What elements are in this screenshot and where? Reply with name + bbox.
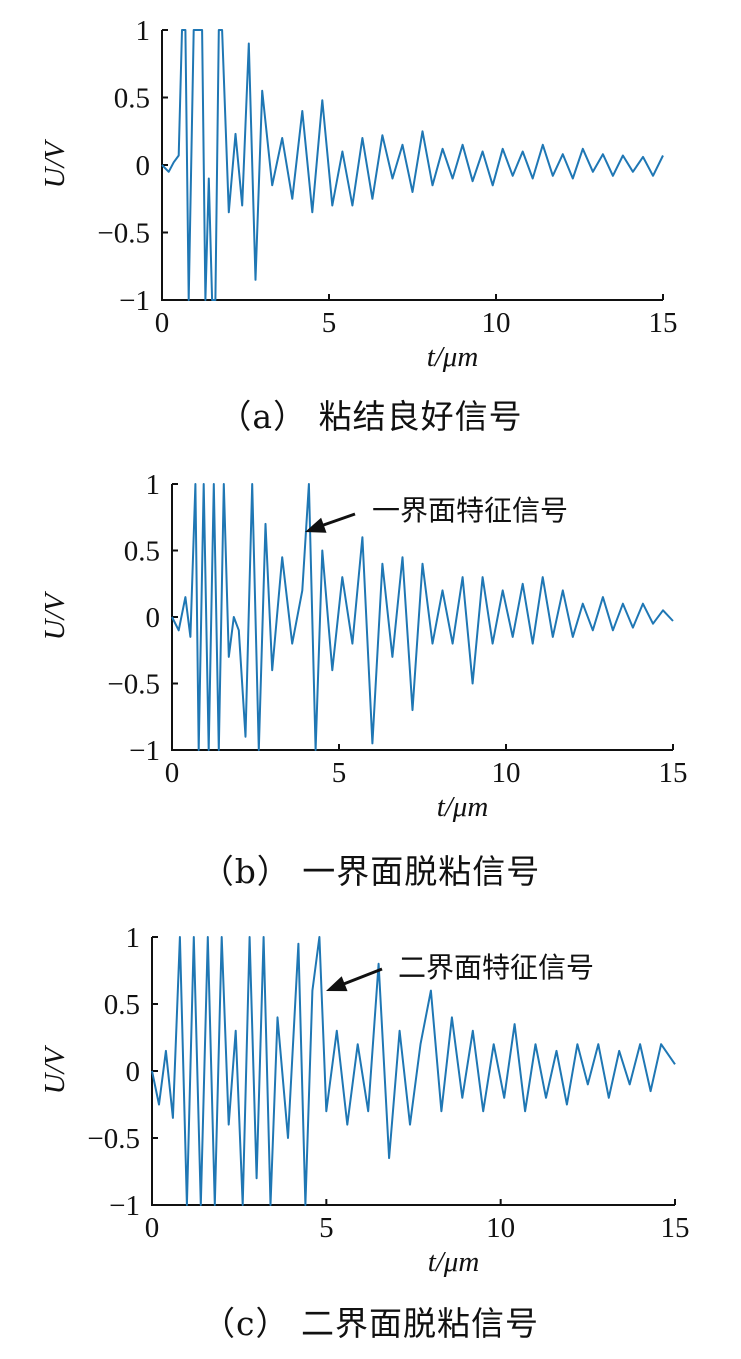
y-axis-label: U/V bbox=[39, 590, 71, 640]
x-tick-label: 5 bbox=[332, 757, 347, 789]
chart-panel-c: 1 0.5 0 −0.5 −1 0 5 10 15 t/μm U/V 二界面特征信号 （c） 二界面脱… bbox=[0, 905, 741, 1355]
y-tick-label: −0.5 bbox=[97, 218, 150, 250]
y-tick-label: −1 bbox=[109, 1190, 140, 1222]
signal-series-line bbox=[161, 29, 664, 301]
caption-a: （a） 粘结良好信号 bbox=[218, 397, 523, 436]
x-tick-label: 0 bbox=[155, 307, 170, 339]
y-tick-label: 0 bbox=[146, 602, 161, 634]
chart-a: 10.50−0.5−10 5 10 15t/μmU/V bbox=[39, 15, 678, 373]
x-tick-label: 5 bbox=[322, 307, 337, 339]
chart-panel-b: 1 0.5 0 −0.5 −1 0 5 10 15 t/μm U/V 一界面特征信号 （b） 一界面脱… bbox=[0, 460, 741, 891]
x-tick-label: 0 bbox=[165, 757, 180, 789]
signal-series-line bbox=[171, 483, 674, 751]
x-tick-label: 0 bbox=[145, 1212, 160, 1244]
x-tick-label: 15 bbox=[649, 307, 678, 339]
y-tick-label: 1 bbox=[136, 15, 151, 47]
y-tick-label: 1 bbox=[126, 922, 141, 954]
y-tick-label: 0.5 bbox=[104, 989, 140, 1021]
x-tick-label: 15 bbox=[659, 757, 688, 789]
y-tick-label: −0.5 bbox=[107, 669, 160, 701]
x-tick-label: 15 bbox=[661, 1212, 690, 1244]
y-tick-label: 0 bbox=[136, 150, 151, 182]
caption-c: （c） 二界面脱粘信号 bbox=[202, 1304, 539, 1343]
signal-series-line bbox=[151, 936, 676, 1206]
annotation-label: 二界面特征信号 bbox=[398, 951, 594, 984]
axes bbox=[161, 30, 663, 301]
x-axis-label: t/μm bbox=[437, 791, 489, 823]
y-tick-label: −0.5 bbox=[87, 1123, 140, 1155]
x-axis-label: t/μm bbox=[427, 341, 479, 373]
y-tick-label: 1 bbox=[146, 469, 161, 501]
x-axis-label: t/μm bbox=[428, 1246, 480, 1278]
y-tick-label: −1 bbox=[129, 735, 160, 767]
x-tick-label: 10 bbox=[486, 1212, 515, 1244]
chart-panel-a: 1 0.5 0 −0.5 −1 0 5 10 15 t/μm U/V （a） 粘结良好信号 bbox=[0, 0, 741, 450]
x-tick-label: 10 bbox=[482, 307, 511, 339]
y-tick-label: −1 bbox=[119, 285, 150, 317]
x-tick-label: 10 bbox=[492, 757, 521, 789]
caption-b: （b） 一界面脱粘信号 bbox=[200, 852, 541, 891]
y-tick-label: 0 bbox=[126, 1056, 141, 1088]
annotation-arrow-head bbox=[326, 976, 348, 992]
y-axis-label: U/V bbox=[39, 138, 71, 188]
annotation-arrow-head bbox=[305, 517, 327, 533]
y-tick-label: 0.5 bbox=[124, 536, 160, 568]
y-tick-label: 0.5 bbox=[114, 83, 150, 115]
annotation-label: 一界面特征信号 bbox=[372, 494, 568, 527]
y-axis-label: U/V bbox=[39, 1044, 71, 1094]
x-tick-label: 5 bbox=[319, 1212, 334, 1244]
